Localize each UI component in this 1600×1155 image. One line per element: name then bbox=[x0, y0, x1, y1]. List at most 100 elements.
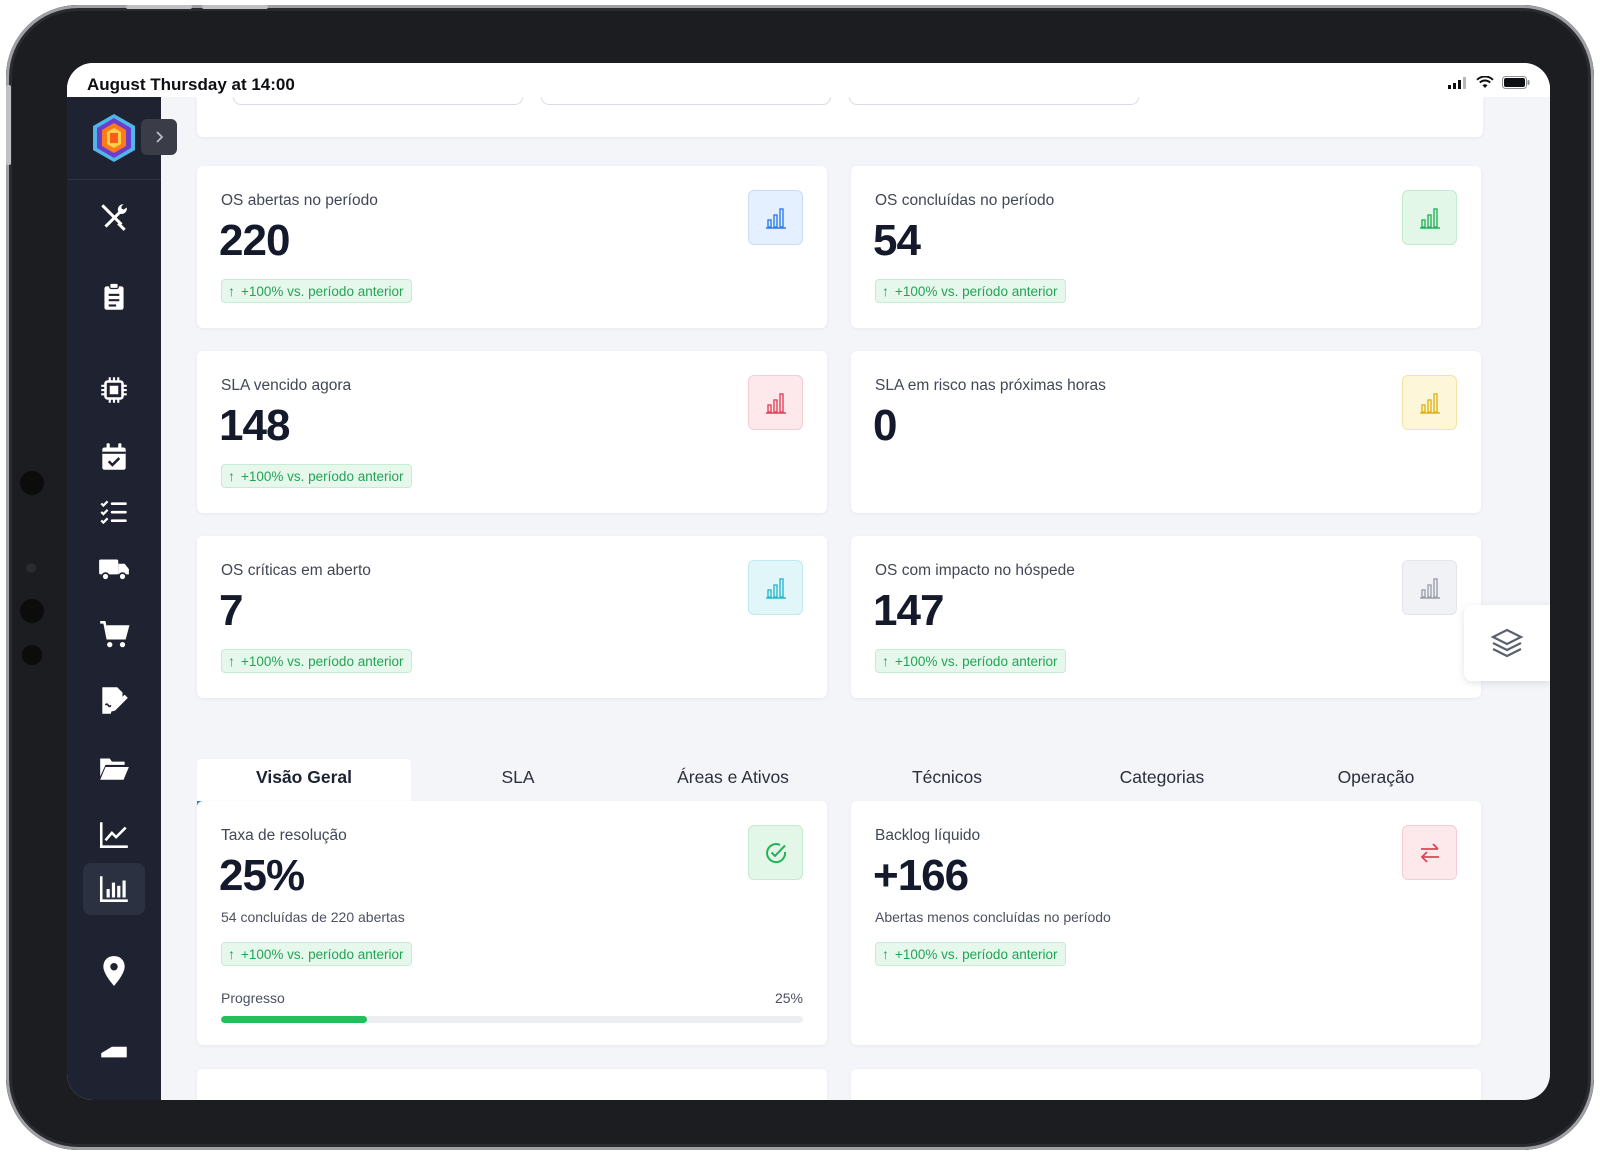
trend-text: +100% vs. período anterior bbox=[895, 946, 1058, 962]
trend-text: +100% vs. período anterior bbox=[241, 946, 404, 962]
dashboard-tabs: Visão Geral SLA Áreas e Ativos Técnicos … bbox=[197, 759, 1483, 805]
tab-areas-ativos[interactable]: Áreas e Ativos bbox=[677, 767, 789, 787]
signature-icon bbox=[102, 687, 128, 714]
bar-chart-icon bbox=[765, 392, 786, 414]
trend-text: +100% vs. período anterior bbox=[241, 283, 404, 299]
kpi-title: SLA em risco nas próximas horas bbox=[875, 377, 1106, 394]
card-icon-box bbox=[1402, 825, 1457, 880]
card-title: Taxa de resolução bbox=[221, 827, 347, 844]
sidebar-item-schedule[interactable] bbox=[83, 431, 145, 483]
filter-field[interactable] bbox=[541, 97, 831, 105]
tab-visao-geral[interactable]: Visão Geral bbox=[197, 759, 411, 805]
checklist-icon bbox=[100, 500, 127, 525]
trend-badge: ↑ +100% vs. período anterior bbox=[221, 942, 413, 966]
kpi-value: 0 bbox=[873, 401, 898, 450]
volume-button bbox=[202, 5, 268, 9]
bar-chart-icon bbox=[1419, 577, 1440, 599]
card-icon-box bbox=[748, 825, 803, 880]
camera-lens bbox=[26, 563, 36, 573]
kpi-card-impacto-hospede: OS com impacto no hóspede 147 ↑ +100% vs.… bbox=[851, 536, 1481, 698]
kpi-icon-box bbox=[748, 375, 803, 430]
trend-badge: ↑ +100% vs. período anterior bbox=[875, 649, 1067, 673]
truck-icon bbox=[99, 559, 129, 581]
tab-categorias[interactable]: Categorias bbox=[1119, 767, 1205, 787]
arrow-up-icon: ↑ bbox=[882, 946, 889, 962]
status-bar: August Thursday at 14:00 bbox=[67, 63, 1550, 97]
sidebar-collapse-button[interactable] bbox=[141, 119, 177, 155]
tag-icon bbox=[101, 1046, 127, 1058]
tab-sla[interactable]: SLA bbox=[501, 767, 535, 787]
card-next bbox=[851, 1069, 1481, 1100]
sidebar-item-documents[interactable] bbox=[83, 742, 145, 794]
bar-chart-icon bbox=[765, 207, 786, 229]
arrow-up-icon: ↑ bbox=[228, 653, 235, 669]
tab-operacao[interactable]: Operação bbox=[1337, 767, 1415, 787]
status-time: August Thursday at 14:00 bbox=[87, 75, 295, 94]
wifi-icon bbox=[1476, 76, 1494, 88]
tools-icon bbox=[101, 204, 127, 231]
trend-badge: ↑ +100% vs. período anterior bbox=[875, 279, 1067, 303]
bar-chart-icon bbox=[765, 577, 786, 599]
card-backlog-liquido: Backlog líquido +166 Abertas menos concl… bbox=[851, 801, 1481, 1045]
kpi-value: 7 bbox=[219, 586, 244, 635]
location-pin-icon bbox=[103, 956, 125, 986]
sidebar-item-dashboard[interactable] bbox=[83, 863, 145, 915]
camera-dot bbox=[20, 471, 44, 495]
kpi-title: OS concluídas no período bbox=[875, 192, 1055, 209]
kpi-title: OS abertas no período bbox=[221, 192, 378, 209]
kpi-value: 147 bbox=[873, 586, 944, 635]
chip-icon bbox=[101, 377, 127, 403]
app-logo[interactable] bbox=[91, 113, 137, 163]
trend-text: +100% vs. período anterior bbox=[895, 283, 1058, 299]
kpi-card-os-abertas: OS abertas no período 220 ↑ +100% vs. per… bbox=[197, 166, 827, 328]
progress-bar bbox=[221, 1016, 803, 1023]
sidebar-item-assets[interactable] bbox=[83, 364, 145, 416]
sidebar-item-checklists[interactable] bbox=[83, 487, 145, 539]
filter-field[interactable] bbox=[849, 97, 1139, 105]
progress-percent: 25% bbox=[774, 990, 803, 1006]
camera-dot bbox=[20, 599, 44, 623]
arrow-up-icon: ↑ bbox=[882, 283, 889, 299]
camera-dot bbox=[22, 645, 42, 665]
sidebar-item-orders[interactable] bbox=[83, 271, 145, 323]
card-subtitle: Abertas menos concluídas no período bbox=[875, 909, 1111, 925]
kpi-icon-box bbox=[748, 560, 803, 615]
sidebar-item-locations[interactable] bbox=[83, 945, 145, 997]
clipboard-icon bbox=[104, 282, 124, 310]
sidebar-divider bbox=[67, 179, 161, 180]
cart-icon bbox=[100, 621, 130, 648]
trend-badge: ↑ +100% vs. período anterior bbox=[221, 464, 413, 488]
line-chart-icon bbox=[99, 822, 128, 848]
trend-badge: ↑ +100% vs. período anterior bbox=[221, 279, 413, 303]
status-icons bbox=[1448, 76, 1530, 89]
trend-text: +100% vs. período anterior bbox=[241, 468, 404, 484]
sidebar-item-reports[interactable] bbox=[83, 809, 145, 861]
arrow-up-icon: ↑ bbox=[228, 468, 235, 484]
layers-icon bbox=[1490, 628, 1524, 658]
trend-badge: ↑ +100% vs. período anterior bbox=[875, 942, 1067, 966]
kpi-icon-box bbox=[1402, 375, 1457, 430]
card-taxa-resolucao: Taxa de resolução 25% 54 concluídas de 2… bbox=[197, 801, 827, 1045]
kpi-card-sla-vencido: SLA vencido agora 148 ↑ +100% vs. período… bbox=[197, 351, 827, 513]
sidebar-item-tools[interactable] bbox=[83, 191, 145, 243]
check-circle-icon bbox=[765, 842, 786, 863]
volume-button bbox=[126, 5, 192, 9]
cellular-signal-icon bbox=[1448, 76, 1466, 89]
layers-button[interactable] bbox=[1464, 605, 1550, 681]
sidebar-item-suppliers[interactable] bbox=[83, 542, 145, 594]
kpi-title: OS críticas em aberto bbox=[221, 562, 371, 579]
bar-chart-icon bbox=[1419, 207, 1440, 229]
filter-field[interactable] bbox=[233, 97, 523, 105]
card-next bbox=[197, 1069, 827, 1100]
tab-tecnicos[interactable]: Técnicos bbox=[911, 767, 983, 787]
arrow-up-icon: ↑ bbox=[228, 283, 235, 299]
kpi-value: 54 bbox=[873, 216, 921, 265]
bar-chart-icon bbox=[1419, 392, 1440, 414]
chevron-right-icon bbox=[156, 131, 164, 143]
trend-text: +100% vs. período anterior bbox=[241, 653, 404, 669]
sidebar-item-purchases[interactable] bbox=[83, 608, 145, 660]
card-value: 25% bbox=[219, 851, 305, 900]
bar-chart-icon bbox=[99, 876, 128, 902]
sidebar-item-contracts[interactable] bbox=[83, 675, 145, 727]
sidebar-item-tags[interactable] bbox=[83, 1025, 145, 1077]
